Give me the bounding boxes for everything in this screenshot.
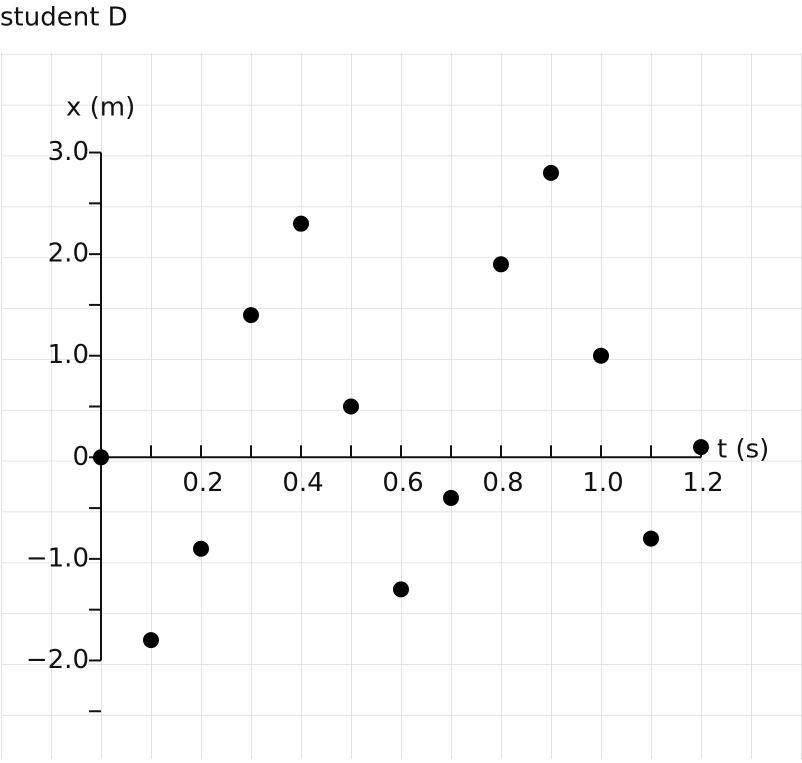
y-tick-label: 2.0: [48, 239, 89, 269]
x-tick-label: 0.8: [482, 468, 523, 498]
data-point: [343, 398, 359, 415]
y-tick-label: 0: [72, 442, 89, 472]
y-tick-label: 3.0: [48, 137, 89, 167]
data-point: [443, 489, 459, 506]
chart-title: student D: [0, 3, 128, 33]
x-tick-label: 1.0: [582, 468, 623, 498]
data-point: [493, 256, 509, 273]
data-point: [643, 530, 659, 547]
data-point: [143, 632, 159, 649]
data-point: [93, 449, 109, 466]
x-axis-label: t (s): [717, 435, 769, 465]
y-tick-label: −2.0: [26, 645, 89, 675]
data-point: [693, 439, 709, 456]
data-point: [543, 164, 559, 181]
x-tick-label: 1.2: [682, 468, 723, 498]
data-point: [293, 215, 309, 232]
data-point: [243, 307, 259, 324]
data-point: [193, 540, 209, 557]
y-tick-label: −1.0: [26, 543, 89, 573]
x-tick-label: 0.6: [382, 468, 423, 498]
y-axis-label: x (m): [66, 93, 135, 123]
data-point: [393, 581, 409, 598]
grid-paper: [1, 53, 802, 759]
data-point: [593, 347, 609, 364]
x-tick-label: 0.4: [282, 468, 323, 498]
y-tick-label: 1.0: [48, 340, 89, 370]
x-tick-label: 0.2: [182, 468, 223, 498]
